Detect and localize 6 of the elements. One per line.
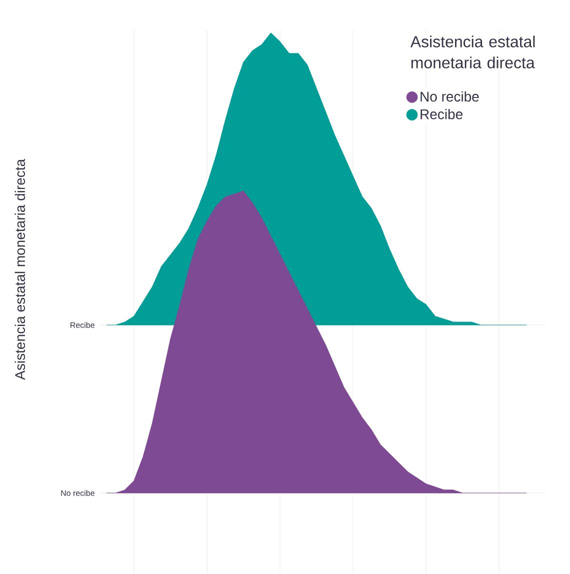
y-axis-title: Asistencia estatal monetaria directa xyxy=(14,158,26,380)
text: No recibe xyxy=(61,490,94,496)
text: Recibe xyxy=(420,108,462,120)
legend-label: No recibe xyxy=(420,91,479,102)
legend-title: Asistencia estatal monetaria directa xyxy=(410,36,535,68)
series-label: Recibe xyxy=(70,322,94,328)
